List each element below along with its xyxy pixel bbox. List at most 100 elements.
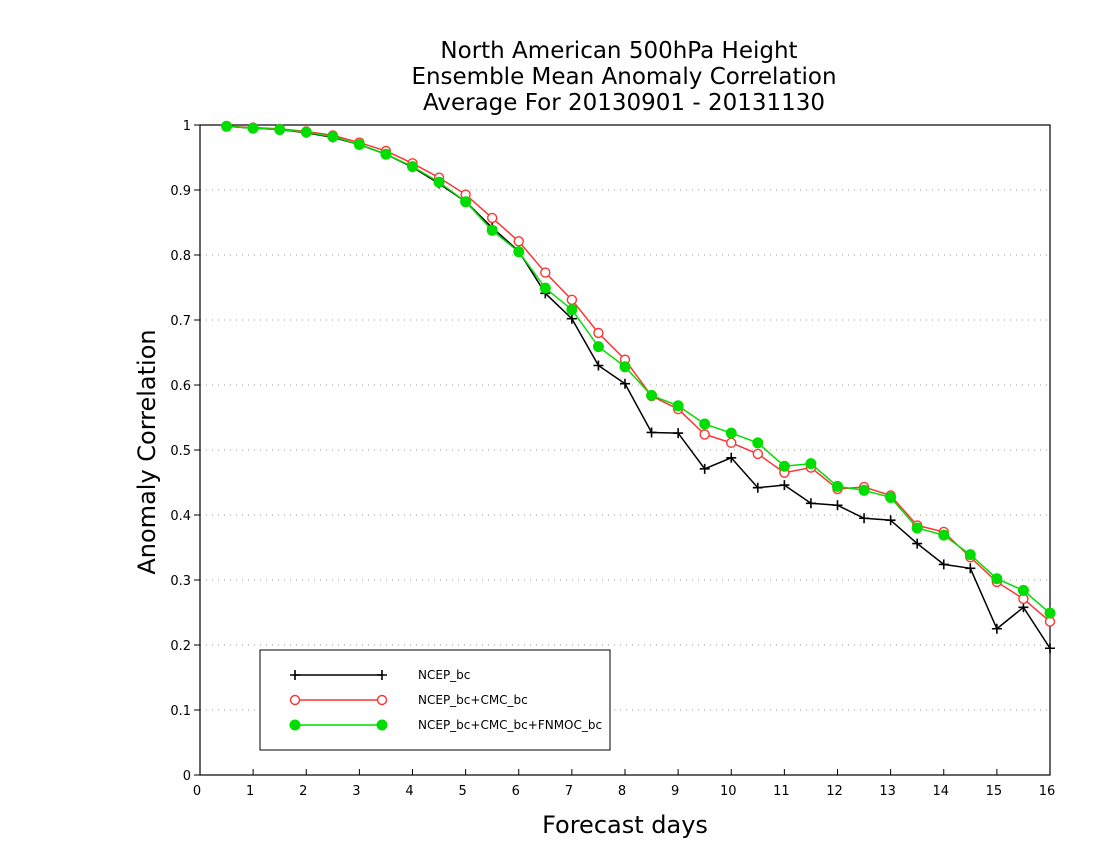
x-tick-label: 12 bbox=[826, 784, 843, 799]
data-point-filled-circle bbox=[460, 196, 472, 208]
title-line-1: North American 500hPa Height bbox=[440, 38, 797, 64]
y-tick-label: 1 bbox=[183, 119, 191, 134]
data-point-open-circle bbox=[376, 694, 388, 706]
title-line-3: Average For 20130901 - 20131130 bbox=[423, 90, 825, 116]
data-point-filled-circle bbox=[274, 124, 286, 136]
data-point-filled-circle bbox=[778, 460, 790, 472]
x-tick-label: 8 bbox=[618, 784, 626, 799]
data-point-filled-circle bbox=[539, 282, 551, 294]
series-lines bbox=[221, 120, 1056, 654]
y-tick-label: 0.3 bbox=[170, 574, 191, 589]
data-point-open-circle bbox=[752, 448, 764, 460]
data-point-open-circle bbox=[486, 212, 498, 224]
data-point-open-circle bbox=[289, 694, 301, 706]
data-point-filled-circle bbox=[221, 120, 233, 132]
data-point-plus bbox=[699, 463, 710, 474]
title-line-2: Ensemble Mean Anomaly Correlation bbox=[411, 64, 836, 90]
data-point-plus bbox=[779, 480, 790, 491]
x-tick-label: 16 bbox=[1039, 784, 1056, 799]
data-point-plus bbox=[593, 360, 604, 371]
data-point-filled-circle bbox=[672, 400, 684, 412]
legend-label: NCEP_bc bbox=[418, 668, 470, 682]
data-point-open-circle bbox=[593, 327, 604, 339]
data-point-filled-circle bbox=[247, 122, 259, 134]
data-point-filled-circle bbox=[1044, 607, 1056, 619]
x-tick-label: 0 bbox=[193, 784, 201, 799]
axis-ticks: 00.10.20.30.40.50.60.70.80.910 1 2 3 4 5 6 7 8 9 1… bbox=[170, 119, 1055, 799]
data-point-filled-circle bbox=[353, 139, 365, 150]
data-point-open-circle bbox=[566, 294, 578, 306]
data-point-plus bbox=[805, 498, 816, 509]
data-point-plus bbox=[912, 538, 923, 549]
data-point-filled-circle bbox=[911, 522, 923, 534]
y-tick-label: 0.5 bbox=[170, 444, 191, 459]
x-tick-label: 15 bbox=[986, 784, 1003, 799]
legend-label: NCEP_bc+CMC_bc+FNMOC_bc bbox=[418, 718, 602, 732]
data-point-filled-circle bbox=[699, 418, 711, 430]
data-point-filled-circle bbox=[376, 719, 388, 731]
data-point-plus bbox=[938, 559, 949, 570]
data-point-open-circle bbox=[540, 267, 551, 278]
data-point-filled-circle bbox=[752, 437, 764, 449]
data-point-filled-circle bbox=[832, 480, 843, 492]
x-tick-label: 10 bbox=[720, 784, 737, 799]
data-point-open-circle bbox=[513, 236, 524, 247]
data-point-filled-circle bbox=[964, 549, 976, 561]
data-point-open-circle bbox=[726, 437, 737, 449]
data-point-filled-circle bbox=[592, 341, 604, 353]
chart-title: North American 500hPa Height Ensemble Me… bbox=[411, 38, 836, 116]
legend-item: NCEP_bc bbox=[290, 668, 470, 682]
y-tick-label: 0.6 bbox=[170, 379, 191, 394]
x-tick-label: 7 bbox=[565, 784, 573, 799]
y-tick-label: 0.8 bbox=[170, 249, 191, 264]
data-point-filled-circle bbox=[566, 304, 578, 316]
data-point-plus bbox=[885, 515, 896, 526]
data-point-filled-circle bbox=[407, 161, 418, 173]
legend-label: NCEP_bc+CMC_bc bbox=[418, 693, 528, 707]
data-point-plus bbox=[290, 670, 300, 680]
data-point-filled-circle bbox=[619, 361, 631, 373]
data-point-filled-circle bbox=[380, 148, 392, 160]
data-point-filled-circle bbox=[725, 427, 737, 439]
y-axis-label: Anomaly Correlation bbox=[133, 329, 161, 574]
legend: NCEP_bc NCEP_bc+CMC_bc NCEP_bc+CMC_bc+FNMO… bbox=[259, 649, 611, 751]
data-point-filled-circle bbox=[289, 719, 301, 731]
data-point-plus bbox=[832, 500, 843, 511]
data-point-filled-circle bbox=[646, 389, 658, 401]
gridlines bbox=[200, 189, 1050, 711]
data-point-open-circle bbox=[699, 429, 710, 440]
data-point-plus bbox=[377, 670, 387, 680]
series-0 bbox=[221, 121, 1055, 654]
data-point-plus bbox=[673, 428, 684, 439]
x-tick-label: 4 bbox=[405, 784, 413, 799]
data-point-plus bbox=[1045, 643, 1055, 654]
data-point-filled-circle bbox=[486, 224, 498, 236]
y-tick-label: 0.9 bbox=[170, 184, 191, 199]
x-tick-label: 1 bbox=[246, 784, 254, 799]
x-axis-label: Forecast days bbox=[542, 811, 708, 839]
data-point-filled-circle bbox=[433, 176, 445, 188]
data-point-plus bbox=[859, 513, 870, 524]
series-line bbox=[226, 125, 1051, 649]
x-tick-label: 11 bbox=[773, 784, 790, 799]
data-point-filled-circle bbox=[327, 131, 339, 143]
data-point-filled-circle bbox=[885, 491, 897, 503]
x-tick-label: 2 bbox=[299, 784, 307, 799]
data-point-plus bbox=[752, 482, 763, 493]
y-tick-label: 0.1 bbox=[170, 704, 191, 719]
data-point-filled-circle bbox=[513, 246, 525, 258]
legend-item: NCEP_bc+CMC_bc bbox=[289, 693, 528, 707]
x-tick-label: 5 bbox=[458, 784, 466, 799]
data-point-filled-circle bbox=[805, 458, 817, 470]
x-tick-label: 6 bbox=[512, 784, 520, 799]
series-line bbox=[226, 125, 1051, 623]
data-point-plus bbox=[965, 563, 976, 574]
y-tick-label: 0.4 bbox=[170, 509, 191, 524]
data-point-plus bbox=[726, 452, 737, 463]
data-point-plus bbox=[991, 623, 1002, 634]
y-tick-label: 0.7 bbox=[170, 314, 191, 329]
x-tick-label: 13 bbox=[879, 784, 896, 799]
data-point-filled-circle bbox=[1017, 584, 1029, 596]
legend-item: NCEP_bc+CMC_bc+FNMOC_bc bbox=[289, 718, 602, 732]
